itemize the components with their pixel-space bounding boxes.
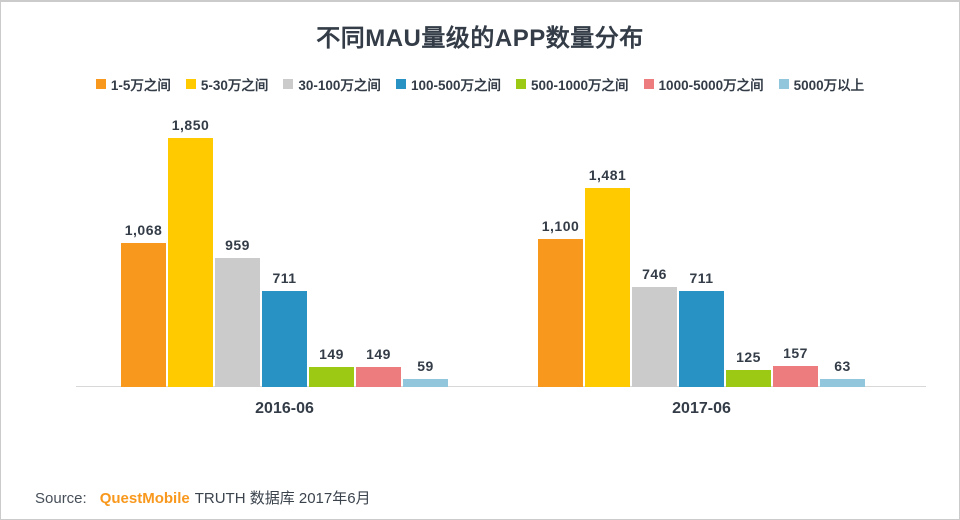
legend-swatch-icon — [643, 79, 654, 89]
bar-value-label: 149 — [319, 346, 344, 362]
bar-value-label: 711 — [272, 270, 297, 286]
bar: 959 — [215, 237, 260, 387]
category-label: 2016-06 — [255, 400, 314, 417]
bar-value-label: 1,068 — [124, 222, 163, 238]
source-rest: TRUTH 数据库 2017年6月 — [194, 490, 371, 507]
legend-swatch-icon — [515, 79, 526, 89]
bar: 711 — [262, 270, 307, 387]
bar-value-label: 59 — [417, 358, 434, 374]
bar-value-label: 149 — [366, 346, 391, 362]
bar: 1,850 — [168, 117, 213, 387]
legend-item: 100-500万之间 — [395, 74, 501, 94]
legend-swatch-icon — [395, 79, 406, 89]
bar: 59 — [403, 358, 448, 387]
bar-group: 1,100 1,481 746 711 125 157 63 — [538, 167, 865, 387]
legend-swatch-icon — [778, 79, 789, 89]
legend: 1-5万之间 5-30万之间 30-100万之间 100-500万之间 500-1000… — [1, 74, 959, 94]
source-brand: QuestMobile — [99, 490, 190, 507]
bar-value-label: 63 — [834, 358, 851, 374]
bar: 125 — [726, 349, 771, 387]
legend-label: 100-500万之间 — [410, 78, 501, 93]
bar-group: 1,068 1,850 959 711 149 149 59 — [121, 117, 448, 387]
legend-item: 5000万以上 — [778, 74, 865, 94]
bar: 1,100 — [538, 218, 583, 387]
bar-value-label: 711 — [689, 270, 714, 286]
bar-chart-plot-area: 1,068 1,850 959 711 149 149 59 2016-06 1,100 1,48… — [1, 112, 959, 417]
source-note: Source: QuestMobile TRUTH 数据库 2017年6月 — [35, 487, 371, 508]
bar: 1,481 — [585, 167, 630, 387]
legend-label: 5000万以上 — [793, 78, 865, 93]
bar-value-label: 157 — [783, 345, 808, 361]
legend-item: 1-5万之间 — [95, 74, 171, 94]
category-label: 2017-06 — [672, 400, 731, 417]
bar-value-label: 959 — [225, 237, 250, 253]
legend-swatch-icon — [95, 79, 106, 89]
bar: 63 — [820, 358, 865, 387]
bar-value-label: 1,481 — [588, 167, 627, 183]
source-label: Source: — [35, 490, 87, 507]
legend-label: 1-5万之间 — [110, 78, 171, 93]
chart-title: 不同MAU量级的APP数量分布 — [316, 25, 644, 52]
legend-label: 500-1000万之间 — [530, 78, 629, 93]
legend-item: 1000-5000万之间 — [643, 74, 764, 94]
legend-swatch-icon — [283, 79, 294, 89]
bar: 157 — [773, 345, 818, 387]
legend-swatch-icon — [185, 79, 196, 89]
bar-value-label: 125 — [736, 349, 761, 365]
bar: 149 — [309, 346, 354, 387]
legend-item: 30-100万之间 — [283, 74, 381, 94]
legend-label: 1000-5000万之间 — [658, 78, 764, 93]
bar: 711 — [679, 270, 724, 387]
bar: 746 — [632, 266, 677, 387]
bar: 1,068 — [121, 222, 166, 387]
bar-value-label: 1,100 — [541, 218, 580, 234]
legend-label: 30-100万之间 — [298, 78, 381, 93]
x-axis-line — [76, 386, 926, 387]
legend-label: 5-30万之间 — [200, 78, 269, 93]
bar-value-label: 1,850 — [171, 117, 210, 133]
legend-item: 5-30万之间 — [185, 74, 269, 94]
bar: 149 — [356, 346, 401, 387]
legend-item: 500-1000万之间 — [515, 74, 629, 94]
bar-value-label: 746 — [642, 266, 667, 282]
